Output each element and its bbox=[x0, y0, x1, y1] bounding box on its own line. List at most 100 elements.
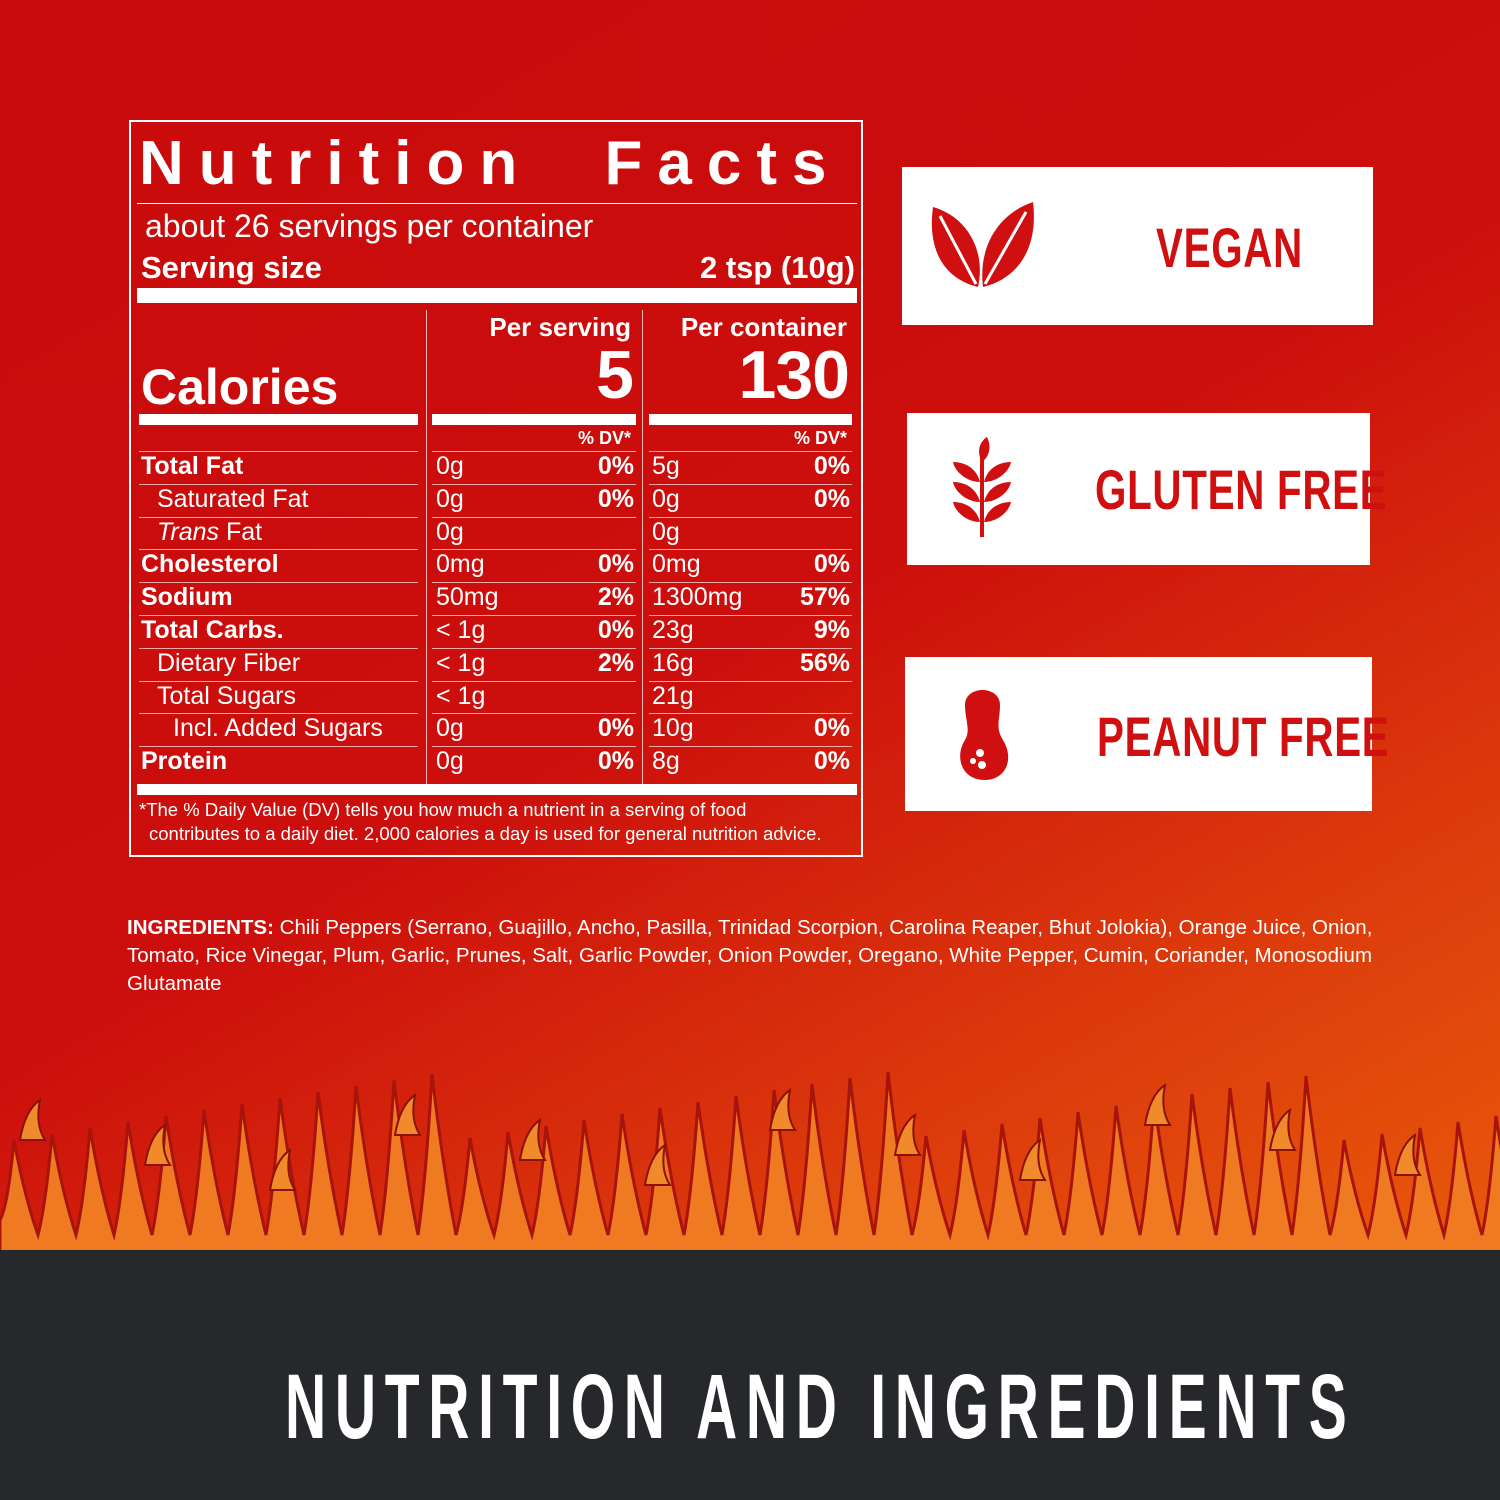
serving-amount: 0g bbox=[436, 714, 464, 743]
ember-shape bbox=[518, 1117, 547, 1161]
container-dv: 0% bbox=[813, 550, 850, 579]
container-dv: 0% bbox=[813, 714, 850, 743]
row-divider bbox=[649, 516, 852, 518]
serving-dv: 0% bbox=[597, 452, 634, 480]
row-divider bbox=[432, 615, 636, 616]
ember-shape bbox=[643, 1142, 672, 1186]
nutrient-row: Saturated Fat 0g 0% 0g 0% bbox=[139, 483, 853, 517]
row-divider bbox=[139, 549, 418, 551]
ember-shape bbox=[768, 1087, 797, 1131]
thick-divider bbox=[137, 784, 857, 795]
nutrient-name: Trans Fat bbox=[157, 517, 263, 546]
calories-bar bbox=[649, 414, 852, 425]
badge-label: GLUTEN FREE bbox=[1095, 458, 1388, 521]
container-amount: 5g bbox=[652, 452, 680, 480]
nutrient-row: Total Sugars < 1g 21g bbox=[139, 680, 853, 714]
calories-per-container: 130 bbox=[738, 337, 850, 413]
nutrition-facts-panel: Nutrition Facts about 26 servings per co… bbox=[129, 120, 863, 857]
container-amount: 10g bbox=[652, 714, 694, 743]
row-divider bbox=[432, 713, 636, 715]
row-divider bbox=[139, 582, 418, 584]
footer-band bbox=[0, 1250, 1500, 1500]
serving-amount: < 1g bbox=[436, 681, 486, 710]
nutrient-row: Sodium 50mg 2% 1300mg 57% bbox=[139, 582, 853, 615]
serving-amount: 0g bbox=[436, 452, 464, 480]
nutrient-name: Total Carbs. bbox=[141, 616, 284, 644]
ember-shape bbox=[268, 1147, 297, 1191]
container-amount: 21g bbox=[652, 681, 694, 710]
row-divider bbox=[649, 680, 852, 682]
row-divider bbox=[139, 451, 418, 452]
serving-dv: 2% bbox=[597, 583, 634, 612]
container-amount: 0g bbox=[652, 517, 680, 546]
container-amount: 16g bbox=[652, 648, 694, 677]
peanut-icon bbox=[960, 690, 1009, 780]
ember-shape bbox=[1143, 1082, 1172, 1126]
nutrient-name: Cholesterol bbox=[141, 550, 279, 579]
row-divider bbox=[649, 549, 852, 551]
row-divider bbox=[139, 516, 418, 518]
badge-peanut-free: PEANUT FREE bbox=[905, 657, 1389, 811]
row-divider bbox=[649, 615, 852, 616]
serving-amount: 0g bbox=[436, 517, 464, 546]
nutrient-row: Dietary Fiber < 1g 2% 16g 56% bbox=[139, 647, 853, 681]
ember-shape bbox=[18, 1097, 47, 1141]
serving-dv: 2% bbox=[597, 648, 634, 677]
serving-amount: 0g bbox=[436, 747, 464, 776]
thick-divider bbox=[137, 288, 857, 303]
serving-dv: 0% bbox=[597, 550, 634, 579]
wheat-icon bbox=[953, 437, 1011, 537]
nutrition-facts-title: Nutrition Facts bbox=[139, 129, 842, 198]
row-divider bbox=[432, 680, 636, 682]
row-divider bbox=[432, 483, 636, 485]
footnote-line: *The % Daily Value (DV) tells you how mu… bbox=[139, 799, 747, 820]
calories-bar bbox=[432, 414, 636, 425]
row-divider bbox=[649, 582, 852, 584]
ember-shape bbox=[893, 1112, 922, 1156]
per-serving-label: Per serving bbox=[489, 312, 631, 342]
container-amount: 8g bbox=[652, 747, 680, 776]
ember-shape bbox=[143, 1122, 172, 1166]
dv-header: % DV* bbox=[793, 428, 847, 448]
row-divider bbox=[649, 647, 852, 649]
container-amount: 1300mg bbox=[652, 583, 743, 612]
row-divider bbox=[432, 647, 636, 649]
row-divider bbox=[139, 647, 418, 649]
row-divider bbox=[649, 451, 852, 452]
badge-gluten-free: GLUTEN FREE bbox=[907, 413, 1387, 565]
footer-title: NUTRITION AND INGREDIENTS bbox=[285, 1356, 1356, 1458]
serving-amount: 0g bbox=[436, 484, 464, 513]
serving-amount: < 1g bbox=[436, 616, 486, 644]
column-divider bbox=[642, 310, 643, 788]
nutrient-row: Protein 0g 0% 8g 0% bbox=[139, 746, 853, 779]
row-divider bbox=[649, 746, 852, 748]
dv-header: % DV* bbox=[577, 428, 631, 448]
serving-size-value: 2 tsp (10g) bbox=[699, 250, 855, 285]
nutrient-name: Total Fat bbox=[141, 452, 244, 480]
calories-bar bbox=[139, 414, 418, 425]
badge-label: VEGAN bbox=[1156, 216, 1303, 279]
row-divider bbox=[139, 713, 418, 715]
row-divider bbox=[432, 746, 636, 748]
nutrient-name: Incl. Added Sugars bbox=[173, 714, 383, 743]
serving-dv: 0% bbox=[597, 747, 634, 776]
row-divider bbox=[649, 483, 852, 485]
row-divider bbox=[139, 680, 418, 682]
ember-shape bbox=[1393, 1132, 1422, 1176]
container-dv: 56% bbox=[799, 648, 850, 677]
nutrient-row: Total Fat 0g 0% 5g 0% bbox=[139, 451, 853, 484]
container-amount: 0g bbox=[652, 484, 680, 513]
row-divider bbox=[139, 746, 418, 748]
serving-amount: < 1g bbox=[436, 648, 486, 677]
nutrient-row: Total Carbs. < 1g 0% 23g 9% bbox=[139, 615, 853, 648]
badge-label: PEANUT FREE bbox=[1097, 705, 1390, 768]
serving-dv: 0% bbox=[597, 714, 634, 743]
ember-shape bbox=[1268, 1107, 1297, 1151]
serving-dv: 0% bbox=[597, 484, 634, 513]
servings-per-container: about 26 servings per container bbox=[145, 208, 594, 244]
serving-amount: 50mg bbox=[436, 583, 499, 612]
calories-label: Calories bbox=[141, 359, 339, 415]
row-divider bbox=[432, 451, 636, 452]
container-dv: 57% bbox=[799, 583, 850, 612]
column-divider bbox=[426, 310, 427, 788]
